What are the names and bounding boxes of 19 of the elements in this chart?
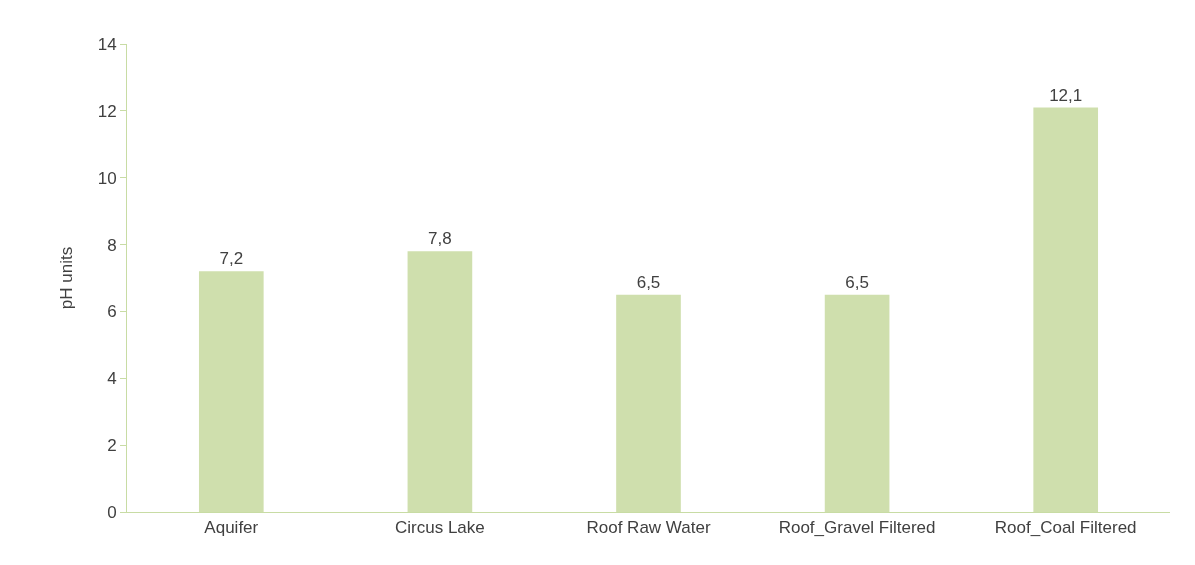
y-axis-title: pH units (57, 246, 77, 310)
y-tick-label: 12 (97, 101, 117, 121)
x-tick-label: Roof_Coal Filtered (994, 518, 1137, 538)
data-label: 7,8 (428, 229, 452, 249)
data-label: 12,1 (1049, 85, 1083, 105)
y-tick-label: 6 (107, 302, 117, 322)
y-tick-label: 0 (107, 502, 117, 522)
y-tick-label: 10 (97, 168, 117, 188)
data-label: 6,5 (636, 272, 661, 292)
data-label: 7,2 (219, 249, 244, 269)
x-tick-label: Circus Lake (395, 518, 485, 538)
y-tick-label: 2 (107, 436, 117, 456)
x-tick-label: Roof Raw Water (586, 518, 711, 538)
x-tick-label: Roof_Gravel Filtered (778, 518, 936, 538)
y-tick-label: 8 (107, 235, 117, 255)
data-label: 6,5 (845, 272, 869, 292)
x-tick-label: Aquifer (204, 518, 259, 538)
y-tick-label: 4 (107, 369, 117, 389)
y-tick-label: 14 (97, 34, 117, 54)
